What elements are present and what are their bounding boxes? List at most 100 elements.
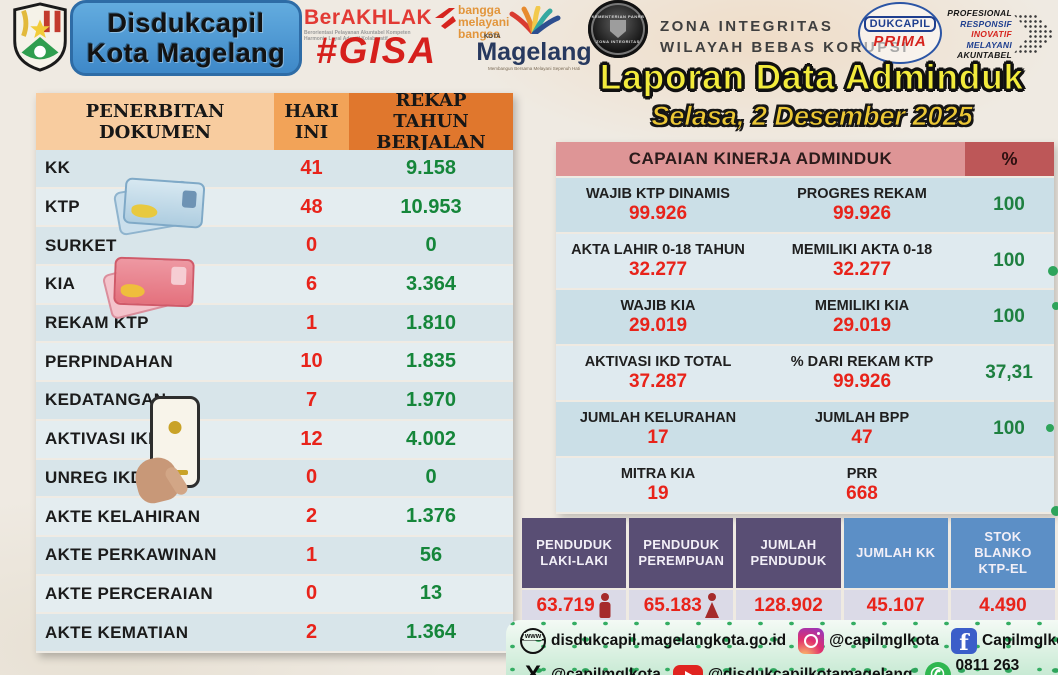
document-label: AKTE PERCERAIAN bbox=[45, 583, 213, 603]
population-column-header: JUMLAH KK bbox=[843, 518, 948, 588]
dukcapil-prima-bottom: PRIMA bbox=[873, 33, 927, 50]
metric-pair-right: MEMILIKI KIA 29.019 bbox=[760, 290, 964, 344]
today-value: 7 bbox=[305, 388, 318, 411]
x-icon bbox=[520, 662, 546, 675]
ytd-value: 56 bbox=[419, 543, 443, 566]
today-value: 1 bbox=[305, 543, 318, 566]
document-label: KIA bbox=[45, 274, 76, 294]
seal-shield-icon bbox=[610, 20, 626, 38]
col-header-rekap-tahun-berjalan: REKAP TAHUN BERJALAN bbox=[349, 90, 513, 153]
confetti-dot bbox=[1052, 302, 1058, 310]
percent-value: 100 bbox=[993, 418, 1025, 439]
prima-values-list: PROFESIONAL RESPONSIF INOVATIF MELAYANI … bbox=[946, 8, 1012, 61]
confetti-dot bbox=[1046, 424, 1054, 432]
performance-table: CAPAIAN KINERJA ADMINDUK % WAJIB KTP DIN… bbox=[556, 142, 1054, 514]
youtube-icon bbox=[672, 664, 703, 675]
berakhlak-subtitle-1: Berorientasi Pelayanan Akuntabel Kompete… bbox=[304, 30, 411, 36]
kota-name: Magelang bbox=[476, 38, 592, 66]
metric-value: 19 bbox=[647, 483, 669, 504]
contact-label: 0811 263 1232 bbox=[955, 656, 1020, 675]
report-date: Selasa, 2 Desember 2025 bbox=[651, 101, 973, 132]
kia-card-front bbox=[113, 256, 195, 308]
table-row: AKTE KELAHIRAN 2 1.376 bbox=[36, 498, 513, 537]
ktp-card-icon bbox=[112, 177, 216, 240]
ytd-value: 0 bbox=[425, 466, 437, 489]
today-value: 0 bbox=[305, 234, 318, 257]
population-column: STOK BLANKO KTP-EL 4.490 bbox=[950, 518, 1056, 622]
document-label: AKTE KELAHIRAN bbox=[45, 506, 201, 526]
today-value: 48 bbox=[300, 195, 323, 218]
globe-icon bbox=[520, 627, 546, 654]
contact-item: @capilmglkota bbox=[798, 627, 939, 654]
contact-item: Capilmglkota bbox=[951, 627, 1058, 654]
contact-row-2: @capilmglkota @disdukcapilkotamagelang 0… bbox=[520, 657, 1058, 675]
metric-pair-right: PRR 668 bbox=[760, 458, 964, 512]
bangga-melayani-bangsa-icon bbox=[435, 8, 456, 29]
table-row: AKTIVASI IKD TOTAL 37.287 % DARI REKAM K… bbox=[556, 346, 1054, 400]
document-label: REKAM KTP bbox=[45, 313, 149, 333]
issuance-table-body: KK 41 9.158 KTP 48 10.953 SURKET 0 0 bbox=[36, 150, 513, 653]
confetti-dot bbox=[1051, 506, 1058, 516]
instagram-icon bbox=[798, 627, 825, 654]
table-row: KTP 48 10.953 bbox=[36, 188, 513, 228]
kota-tagline: Membangun Bersama Melayani Sepenuh Hati bbox=[487, 66, 581, 71]
ytd-value: 3.364 bbox=[405, 272, 457, 295]
contact-item: disdukcapil.magelangkota.go.id bbox=[520, 627, 786, 654]
metric-pair-right: % DARI REKAM KTP 99.926 bbox=[760, 346, 964, 400]
document-label: KEDATANGAN bbox=[45, 390, 167, 410]
zona-line1: ZONA INTEGRITAS bbox=[660, 18, 834, 35]
percent-value: 100 bbox=[993, 194, 1025, 215]
contact-item: 0811 263 1232 bbox=[924, 656, 1058, 675]
org-name-plate: Disdukcapil Kota Magelang bbox=[70, 0, 302, 76]
dukcapil-prima-logo: DUKCAPIL PRIMA bbox=[858, 2, 942, 64]
today-value: 0 bbox=[305, 466, 318, 489]
seal-bottom-text: ZONA INTEGRITAS bbox=[596, 39, 640, 44]
bangga-line3: bangsa bbox=[458, 27, 501, 41]
population-value-cell: 4.490 bbox=[950, 590, 1056, 622]
metric-value: 99.926 bbox=[832, 203, 892, 224]
population-value: 65.183 bbox=[643, 595, 702, 616]
berakhlak-title: BerAKHLAK bbox=[304, 6, 433, 29]
table-row: WAJIB KIA 29.019 MEMILIKI KIA 29.019 100 bbox=[556, 290, 1054, 344]
metric-pair-left: AKTIVASI IKD TOTAL 37.287 bbox=[556, 346, 760, 400]
contact-row-1: disdukcapil.magelangkota.go.id @capilmgl… bbox=[520, 627, 1058, 654]
report-title: Laporan Data Adminduk bbox=[599, 58, 1025, 98]
zona-line2: WILAYAH BEBAS KORUPSI bbox=[660, 39, 909, 56]
metric-label: WAJIB KTP DINAMIS bbox=[586, 186, 730, 202]
zona-integritas-text: ZONA INTEGRITAS WILAYAH BEBAS KORUPSI bbox=[660, 16, 909, 58]
table-row: PERPINDAHAN 10 1.835 bbox=[36, 343, 513, 383]
table-row: AKTE PERCERAIAN 0 13 bbox=[36, 575, 513, 615]
metric-value: 32.277 bbox=[628, 259, 688, 280]
table-row: WAJIB KTP DINAMIS 99.926 PROGRES REKAM 9… bbox=[556, 178, 1054, 232]
metric-pair-left: AKTA LAHIR 0-18 TAHUN 32.277 bbox=[556, 234, 760, 288]
percent-value bbox=[964, 458, 1054, 512]
document-label: KK bbox=[45, 158, 71, 178]
percent-value: 100 bbox=[993, 250, 1025, 271]
issuance-table-header: PENERBITAN DOKUMEN HARI INI REKAP TAHUN … bbox=[36, 90, 513, 153]
contact-item: @capilmglkota bbox=[520, 662, 661, 675]
metric-value: 17 bbox=[647, 427, 669, 448]
metric-pair-right: MEMILIKI AKTA 0-18 32.277 bbox=[760, 234, 964, 288]
metric-value: 29.019 bbox=[628, 315, 688, 336]
metric-pair-left: MITRA KIA 19 bbox=[556, 458, 760, 512]
table-row: KEDATANGAN 7 1.970 bbox=[36, 382, 513, 421]
metric-pair-left: WAJIB KIA 29.019 bbox=[556, 290, 760, 344]
metric-label: JUMLAH BPP bbox=[814, 410, 910, 426]
berakhlak-subtitle-2: Harmonis Loyal Adaptif Kolaboratif bbox=[304, 36, 388, 42]
population-value-cell: 45.107 bbox=[843, 590, 948, 622]
table-row: MITRA KIA 19 PRR 668 bbox=[556, 458, 1054, 512]
magelang-city-crest-logo bbox=[13, 2, 67, 72]
population-column-header: STOK BLANKO KTP-EL bbox=[950, 518, 1056, 588]
ytd-value: 10.953 bbox=[400, 195, 462, 218]
population-column: PENDUDUK LAKI-LAKI 63.719 bbox=[522, 518, 627, 622]
ytd-value: 1.970 bbox=[405, 388, 457, 411]
today-value: 10 bbox=[300, 350, 323, 373]
metric-label: WAJIB KIA bbox=[620, 298, 696, 314]
table-row: JUMLAH KELURAHAN 17 JUMLAH BPP 47 100 bbox=[556, 402, 1054, 456]
metric-label: JUMLAH KELURAHAN bbox=[579, 410, 737, 426]
population-value: 128.902 bbox=[754, 595, 823, 616]
prima-value: AKUNTABEL bbox=[957, 50, 1012, 60]
metric-label: % DARI REKAM KTP bbox=[790, 354, 934, 370]
today-value: 2 bbox=[305, 505, 318, 528]
